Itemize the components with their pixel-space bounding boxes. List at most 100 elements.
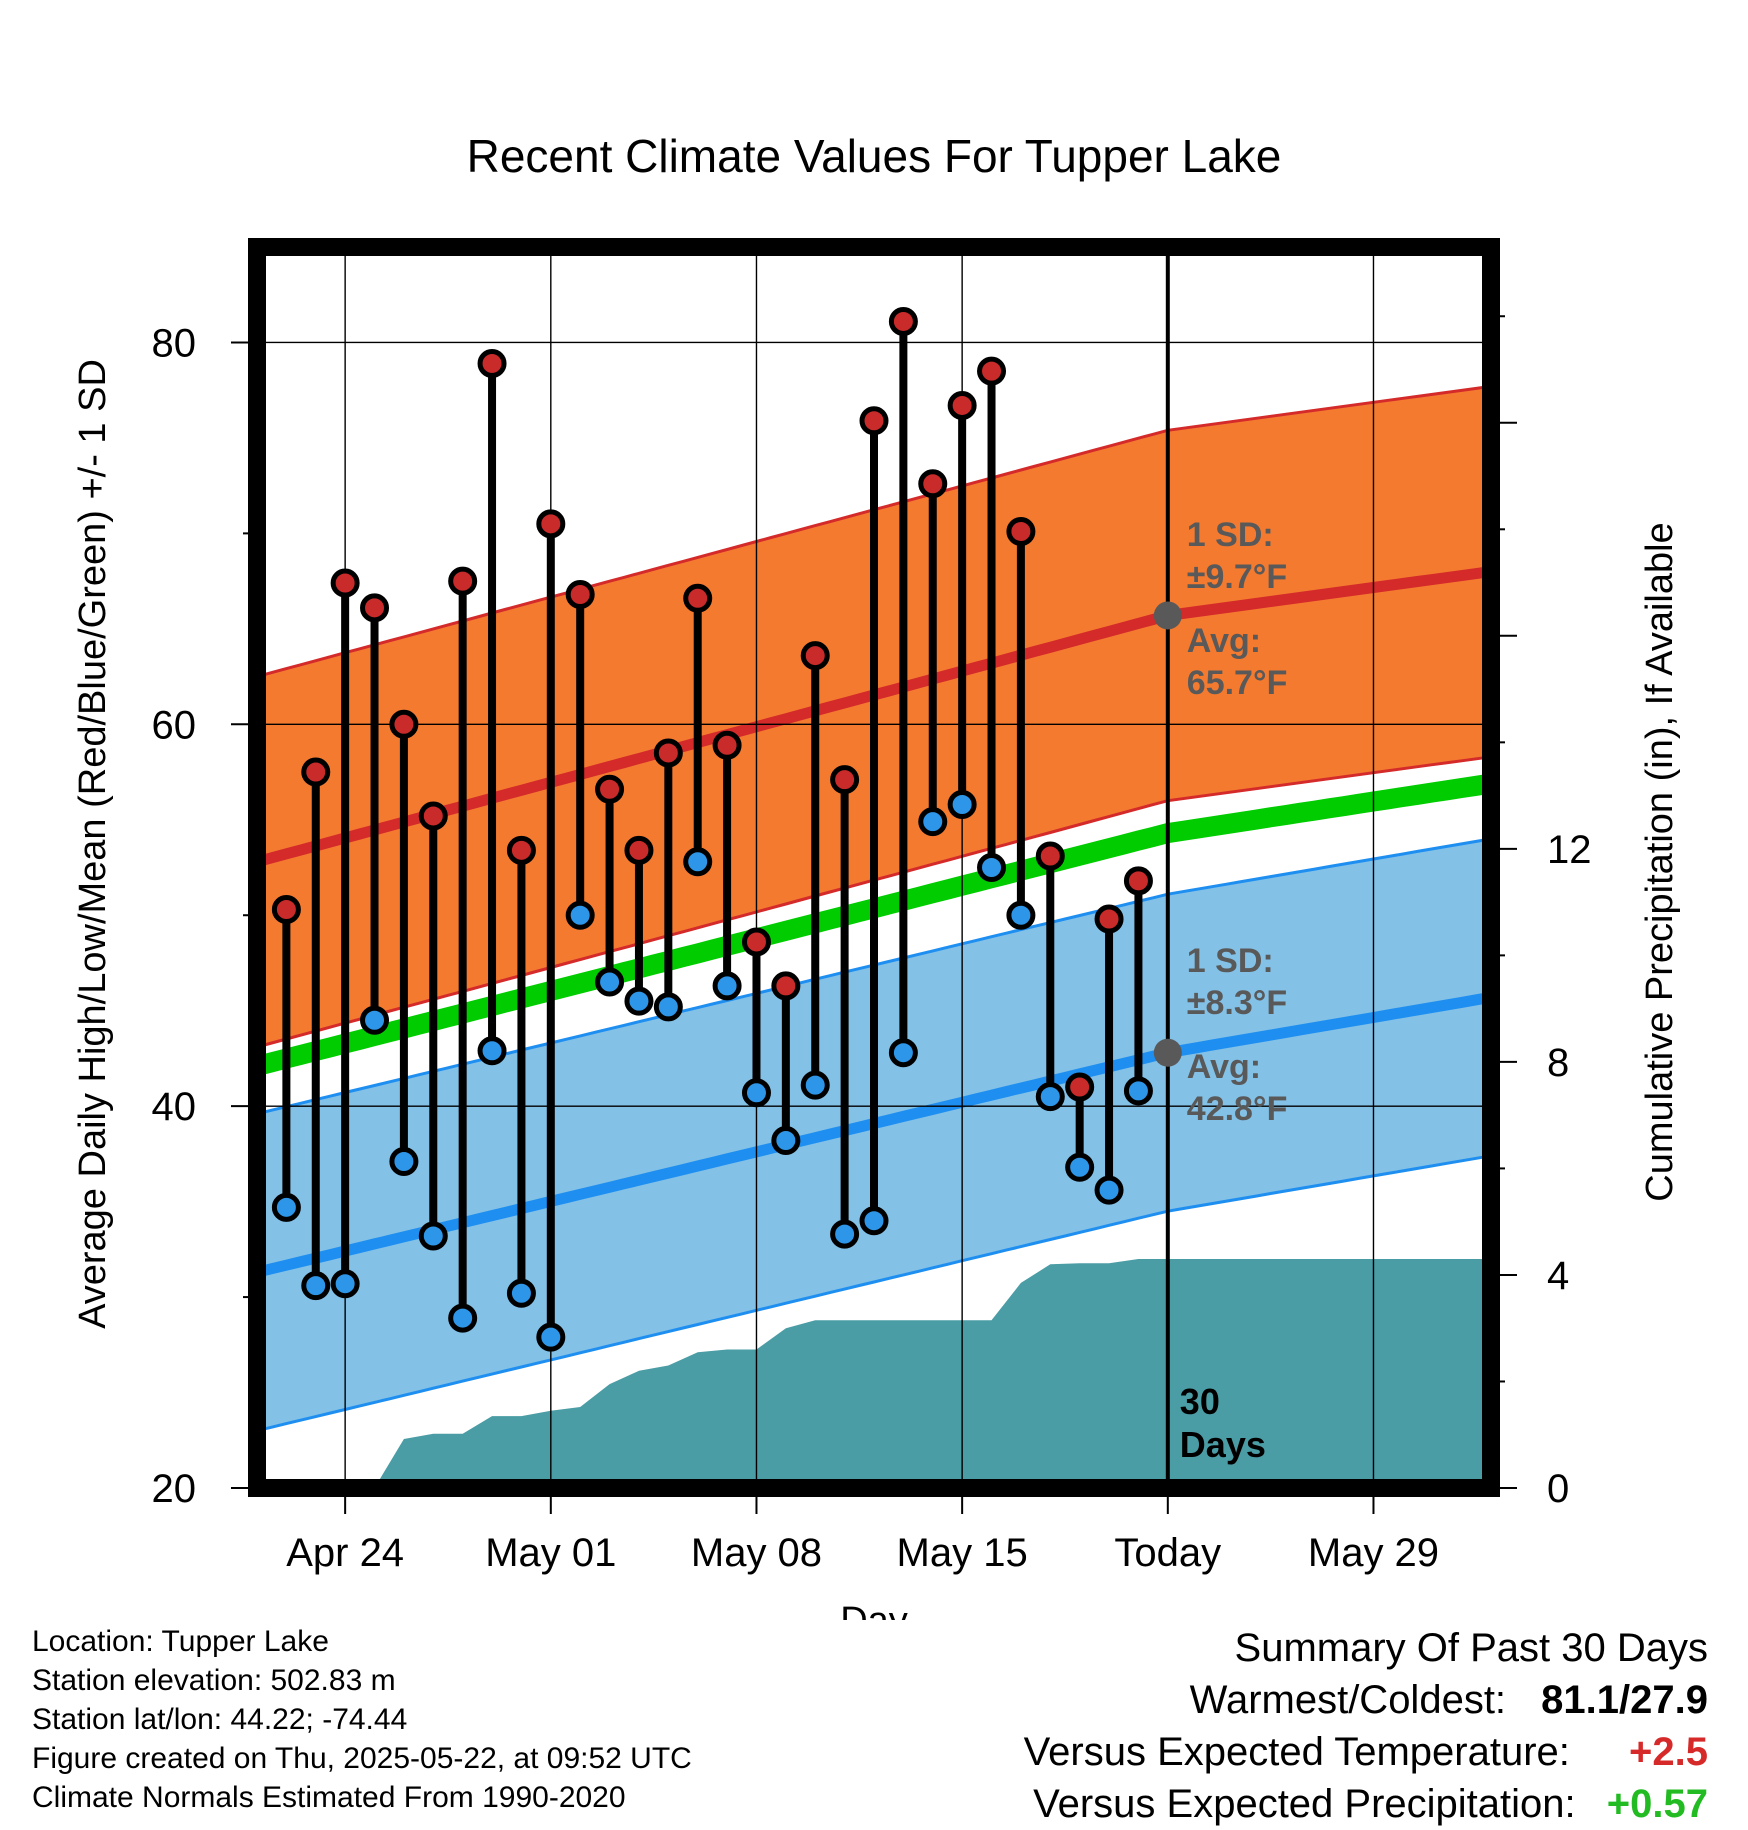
daily-high-point [418,801,448,831]
daily-high-point [830,765,860,795]
daily-high-point [1123,866,1153,896]
latlon-text: Station lat/lon: 44.22; -74.44 [32,1703,408,1736]
daily-high-point [271,895,301,925]
daily-low-point [536,1322,566,1352]
today-high-avg-marker [1153,601,1182,630]
daily-high-point [977,356,1007,386]
y-tick-label: 60 [152,703,197,747]
daily-low-point [418,1221,448,1251]
daily-low-point [1123,1076,1153,1106]
daily-high-point [330,568,360,598]
daily-high-point [360,593,390,623]
y2-axis-label: Cumulative Precipitation (in), If Availa… [1639,522,1681,1201]
daily-low-point [653,992,683,1022]
daily-high-point [1006,516,1036,546]
low-normal-annotation-line-0: 1 SD: [1187,942,1274,980]
x-tick-label: May 08 [691,1531,822,1575]
daily-low-point [1065,1152,1095,1182]
y-tick-label: 40 [152,1085,197,1129]
today-low-avg-marker [1153,1038,1182,1067]
temp-row: Versus Expected Temperature: +2.5 [1024,1726,1708,1778]
low-normal-annotation-line-3: 42.8°F [1187,1090,1288,1128]
daily-low-point [800,1070,830,1100]
y-tick-label: 80 [152,321,197,365]
extremes-row: Warmest/Coldest: 81.1/27.9 [1024,1674,1708,1726]
daily-high-point [712,730,742,760]
daily-low-point [448,1303,478,1333]
daily-low-point [301,1271,331,1301]
days-annotation-line-0: 30 [1180,1381,1220,1422]
daily-high-point [565,579,595,609]
axes: 20 40 60 80 0 4 8 12 Apr 24 May 01 May 08 May 15 Tod… [152,238,1592,1575]
daily-high-point [1094,904,1124,934]
precip-label: Versus Expected Precipitation: [1033,1782,1576,1826]
daily-high-point [859,406,889,436]
daily-low-point [506,1278,536,1308]
daily-high-point [947,390,977,420]
y-axis-label: Average Daily High/Low/Mean (Red/Blue/Gr… [72,359,114,1329]
daily-high-point [389,709,419,739]
daily-high-point [1035,841,1065,871]
daily-low-point [859,1206,889,1236]
climate-chart: Recent Climate Values For Tupper Lake 1 … [72,130,1681,1620]
location-text: Location: Tupper Lake [32,1625,329,1658]
temp-value: +2.5 [1629,1730,1708,1774]
summary-title: Summary Of Past 30 Days [1234,1626,1708,1670]
daily-low-point [683,847,713,877]
daily-high-point [1065,1072,1095,1102]
low-normal-annotation-line-2: Avg: [1187,1048,1261,1086]
high-normal-annotation-line-2: Avg: [1187,622,1261,660]
daily-high-point [800,641,830,671]
station-info: Location: Tupper Lake Station elevation:… [32,1622,692,1817]
x-tick-label: May 15 [897,1531,1028,1575]
daily-low-point [741,1078,771,1108]
precip-row: Versus Expected Precipitation: +0.57 [1024,1778,1708,1830]
x-tick-label: May 01 [485,1531,616,1575]
daily-high-point [448,566,478,596]
daily-low-point [477,1036,507,1066]
y2-tick-label: 4 [1547,1254,1569,1298]
daily-low-point [888,1038,918,1068]
daily-low-point [918,807,948,837]
summary-panel: Summary Of Past 30 Days Warmest/Coldest:… [1024,1622,1708,1830]
daily-high-point [624,835,654,865]
daily-high-point [771,971,801,1001]
daily-high-point [683,583,713,613]
y2-tick-label: 12 [1547,828,1592,872]
daily-low-point [712,971,742,1001]
daily-high-point [301,757,331,787]
daily-high-point [536,509,566,539]
daily-low-point [1094,1175,1124,1205]
daily-low-point [624,986,654,1016]
plot-area: 1 SD: ±9.7°F Avg: 65.7°F 1 SD: ±8.3°F Avg: 42.8… [254,247,1493,1489]
x-tick-label: May 29 [1308,1531,1439,1575]
x-axis-label: Day [840,1600,908,1620]
daily-low-point [771,1126,801,1156]
extremes-label: Warmest/Coldest: [1189,1678,1507,1722]
days-annotation-line-1: Days [1180,1424,1266,1465]
daily-low-point [1006,900,1036,930]
low-normal-band-lower-edge [256,1154,1492,1433]
daily-low-point [330,1269,360,1299]
daily-high-point [477,348,507,378]
daily-high-point [595,774,625,804]
temp-label: Versus Expected Temperature: [1023,1730,1570,1774]
daily-high-point [506,835,536,865]
daily-high-point [653,738,683,768]
daily-low-point [830,1219,860,1249]
daily-high-point [741,927,771,957]
chart-title: Recent Climate Values For Tupper Lake [467,130,1282,182]
elevation-text: Station elevation: 502.83 m [32,1664,396,1697]
x-tick-label: Today [1114,1531,1221,1575]
extremes-value: 81.1/27.9 [1541,1678,1708,1722]
low-normal-annotation-line-1: ±8.3°F [1187,984,1287,1022]
high-normal-annotation-line-3: 65.7°F [1187,664,1288,702]
y2-tick-label: 0 [1547,1467,1569,1511]
daily-low-point [977,853,1007,882]
daily-low-point [565,900,595,930]
y2-tick-label: 8 [1547,1041,1569,1085]
daily-high-point [918,469,948,499]
daily-low-point [271,1192,301,1222]
precip-value: +0.57 [1606,1782,1708,1826]
daily-low-point [389,1147,419,1177]
